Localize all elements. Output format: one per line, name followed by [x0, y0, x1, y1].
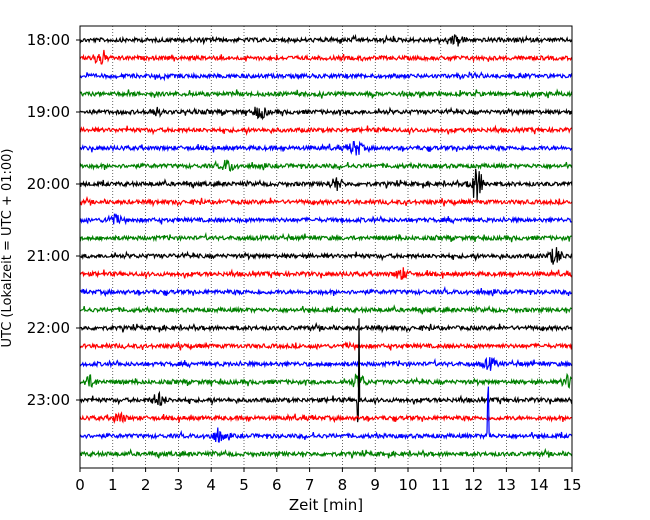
x-tick-label: 9: [370, 476, 380, 494]
x-tick-label: 15: [562, 476, 581, 494]
trace-2315: [79, 411, 573, 425]
trace-group: [79, 33, 573, 459]
y-tick-label: 23:00: [27, 391, 70, 409]
x-tick-label: 6: [272, 476, 282, 494]
y-axis-label: UTC (Lokalzeit = UTC + 01:00): [0, 149, 15, 348]
trace-1915: [79, 124, 573, 136]
trace-1800: [79, 33, 573, 47]
x-axis-label: Zeit [min]: [289, 496, 363, 514]
y-tick-label: 21:00: [27, 247, 70, 265]
x-tick-label: 8: [338, 476, 348, 494]
trace-2015: [79, 195, 573, 208]
x-tick-label: 12: [464, 476, 483, 494]
y-tick-label: 18:00: [27, 31, 70, 49]
trace-2115: [79, 267, 573, 280]
trace-2130: [79, 285, 573, 298]
x-tick-label: 5: [239, 476, 249, 494]
x-tick-label: 2: [141, 476, 151, 494]
trace-2245: [79, 372, 573, 391]
y-tick-label: 20:00: [27, 175, 70, 193]
trace-1900: [79, 106, 573, 121]
plot-frame: [79, 25, 573, 469]
trace-2330: [79, 386, 573, 443]
trace-2200: [79, 321, 573, 334]
x-tick-label: 7: [305, 476, 315, 494]
x-tick-label: 0: [75, 476, 85, 494]
trace-2345: [79, 447, 573, 459]
y-axis-ticks: 18:00 19:00 20:00 21:00 22:00 23:00: [27, 31, 80, 409]
trace-2030: [79, 213, 572, 226]
trace-2215: [79, 340, 573, 352]
trace-2300: [79, 318, 573, 423]
trace-2145: [79, 304, 573, 315]
y-tick-label: 22:00: [27, 319, 70, 337]
x-tick-label: 13: [497, 476, 516, 494]
trace-2230: [79, 356, 573, 371]
trace-1845: [79, 88, 573, 99]
x-tick-label: 3: [174, 476, 184, 494]
x-tick-label: 10: [398, 476, 417, 494]
x-tick-label: 11: [431, 476, 450, 494]
trace-2000: [79, 168, 573, 201]
y-tick-label: 19:00: [27, 103, 70, 121]
x-tick-label: 1: [108, 476, 118, 494]
trace-1930: [79, 140, 573, 156]
trace-1815: [79, 49, 573, 65]
x-tick-label: 4: [206, 476, 216, 494]
trace-2045: [79, 231, 573, 243]
x-tick-label: 14: [530, 476, 549, 494]
trace-1945: [79, 159, 573, 172]
trace-1830: [79, 70, 573, 82]
x-axis-ticks: 0 1 2 3 4 5 6 7 8 9 10 11 12 13 14 15: [75, 468, 582, 494]
trace-2100: [79, 247, 573, 265]
